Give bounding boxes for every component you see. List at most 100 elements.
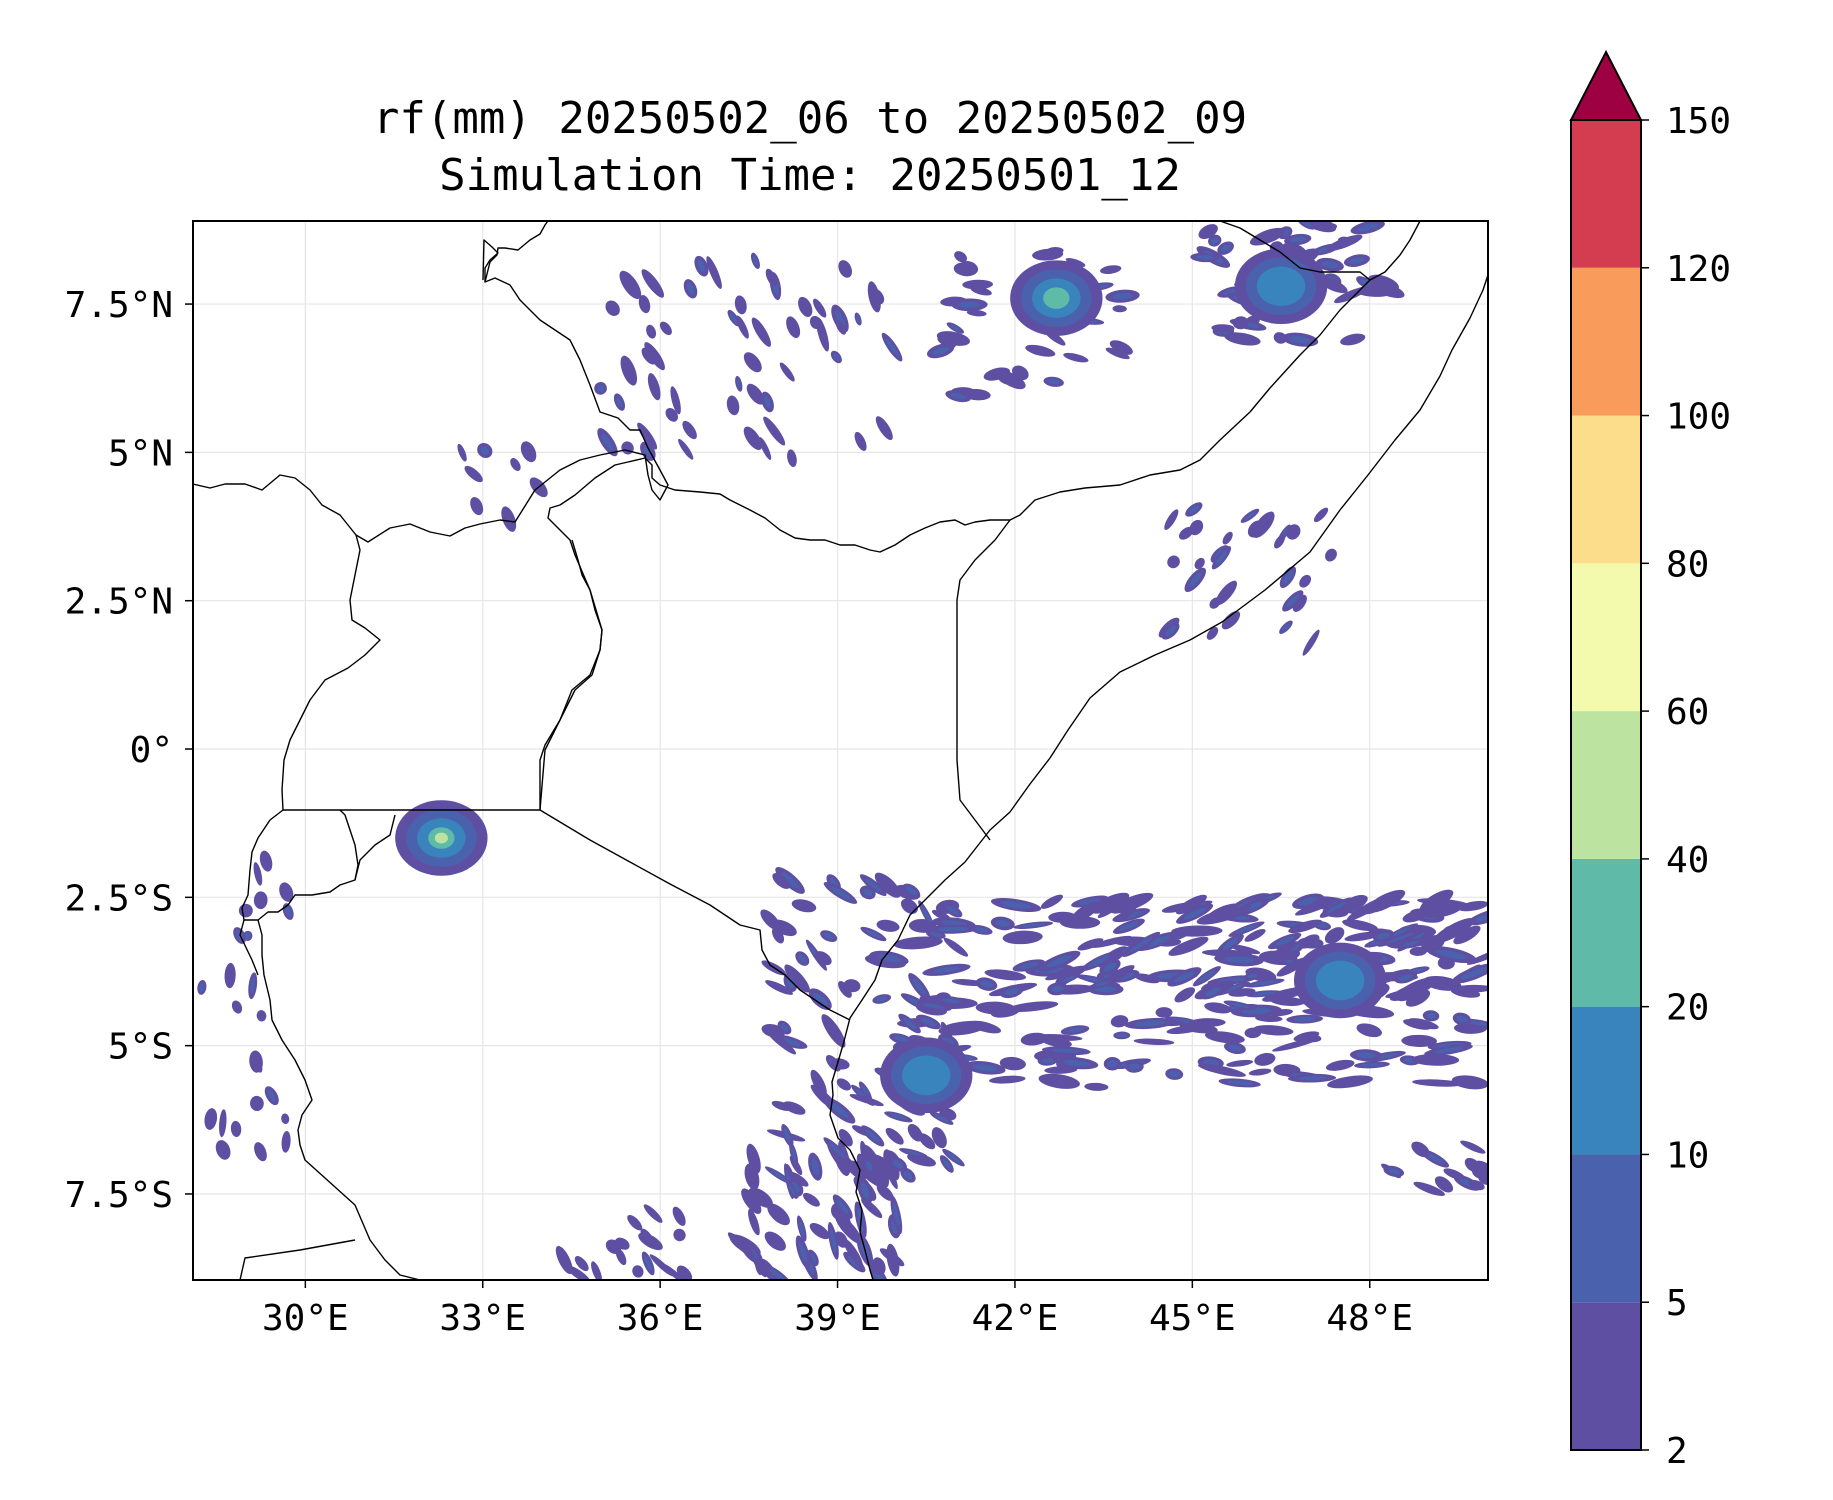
rain-patch: [918, 1133, 936, 1150]
rain-patch: [746, 1143, 761, 1174]
rain-patch: [1011, 365, 1029, 381]
rain-patch: [767, 1203, 790, 1226]
rain-patch: [1178, 526, 1194, 540]
axis-ticks: 30°E 33°E 36°E 39°E 42°E 45°E 48°E 7.5°N 5°N 2.5°…: [65, 285, 1413, 1339]
border-tanzania-west: [257, 919, 421, 1280]
rain-patch: [854, 431, 867, 452]
rain-patch: [1288, 919, 1323, 934]
border-kenya-tanzania: [539, 809, 851, 1021]
rain-patch: [1464, 1157, 1481, 1173]
rain-patch: [1205, 987, 1221, 997]
lon-tick-label: 33°E: [439, 1298, 526, 1339]
rain-patch: [921, 905, 931, 923]
rain-patch: [1244, 511, 1256, 520]
rain-patch: [1198, 224, 1218, 240]
rain-patch: [1453, 925, 1481, 945]
colorbar-segment: [1571, 415, 1641, 564]
rain-patch: [605, 300, 620, 316]
rain-patch: [936, 331, 971, 346]
rain-patch: [230, 1120, 242, 1137]
rain-patch: [1044, 1066, 1078, 1074]
rain-patch: [746, 383, 765, 405]
map-title-line2: Simulation Time: 20250501_12: [439, 150, 1181, 201]
rain-patch: [821, 1014, 846, 1048]
border-sudan-ethiopia: [193, 474, 516, 543]
colorbar-label: 10: [1666, 1135, 1709, 1176]
rain-patch: [799, 1220, 805, 1237]
rain-patch: [643, 1204, 663, 1223]
rain-patch: [1207, 903, 1238, 918]
rain-patch: [1000, 901, 1032, 909]
rain-patch: [1356, 1052, 1376, 1059]
rain-patch: [942, 1158, 951, 1170]
lat-tick-label: 0°: [130, 730, 173, 771]
rain-patch: [1281, 623, 1290, 632]
rain-patch: [1084, 1082, 1109, 1091]
rain-patch: [1220, 244, 1231, 252]
rain-patch: [903, 1170, 913, 1180]
colorbar-segment: [1571, 563, 1641, 712]
rain-patch: [1252, 980, 1277, 986]
rain-patch: [638, 1232, 663, 1251]
rain-patch: [1228, 1044, 1242, 1052]
rain-patch: [1007, 1001, 1059, 1012]
rain-patch: [647, 373, 661, 401]
rain-patch: [730, 313, 738, 324]
colorbar-label: 120: [1666, 249, 1731, 290]
rain-patch: [835, 310, 845, 327]
rain-patch: [838, 260, 852, 278]
rain-patch: [892, 1160, 904, 1169]
rain-patch: [1366, 889, 1406, 913]
rain-patch: [930, 932, 942, 937]
rain-patch: [809, 315, 822, 330]
rain-patch: [1244, 929, 1266, 942]
rain-patch: [1474, 1160, 1488, 1174]
rain-patch: [1477, 1170, 1488, 1185]
rain-patch: [1356, 1023, 1382, 1038]
rain-patch: [601, 433, 614, 451]
rain-patch: [1432, 918, 1475, 944]
rain-patch: [1426, 1013, 1436, 1019]
rain-patch: [1204, 1031, 1245, 1044]
rain-patch: [904, 1150, 922, 1156]
rain-patch: [856, 315, 861, 323]
rain-patch: [1047, 379, 1060, 385]
rain-patch: [995, 919, 1010, 927]
rain-patch: [763, 416, 786, 446]
rain-patch: [1326, 901, 1347, 914]
border-uganda: [281, 534, 603, 811]
rain-patch: [849, 1094, 884, 1107]
rain-patch: [643, 445, 653, 457]
rain-patch: [1196, 255, 1214, 260]
rain-patch: [1106, 965, 1135, 983]
rain-patch: [861, 1085, 870, 1098]
colorbar-label: 5: [1666, 1283, 1688, 1324]
rain-patch: [1361, 1063, 1383, 1067]
rain-patch: [1249, 227, 1286, 246]
rain-patch: [937, 926, 969, 932]
rain-patch: [256, 1010, 267, 1022]
rain-patch: [872, 1257, 886, 1276]
rain-patch: [813, 992, 827, 1006]
rain-patch: [836, 1199, 849, 1214]
rain-patch: [894, 1035, 909, 1043]
rain-patch: [641, 269, 665, 298]
rain-patch: [510, 458, 521, 472]
rain-patch: [215, 1140, 231, 1160]
rain-patch: [1129, 936, 1153, 952]
rain-patch: [953, 262, 978, 277]
rain-patch: [1298, 934, 1320, 949]
rain-patch: [1421, 936, 1445, 953]
rain-patch: [279, 882, 294, 902]
lat-tick-label: 7.5°S: [65, 1175, 173, 1216]
rain-patch: [748, 1187, 773, 1208]
rain-patch: [1297, 1076, 1327, 1081]
rain-patch: [1349, 257, 1365, 264]
rain-patch: [1038, 1073, 1080, 1089]
rain-patch: [253, 891, 268, 910]
rain-patch: [1248, 1068, 1272, 1076]
rain-patch: [1221, 610, 1241, 630]
rain-patch: [1134, 973, 1160, 984]
rain-patch: [706, 256, 722, 289]
rain-patch: [983, 367, 1011, 381]
